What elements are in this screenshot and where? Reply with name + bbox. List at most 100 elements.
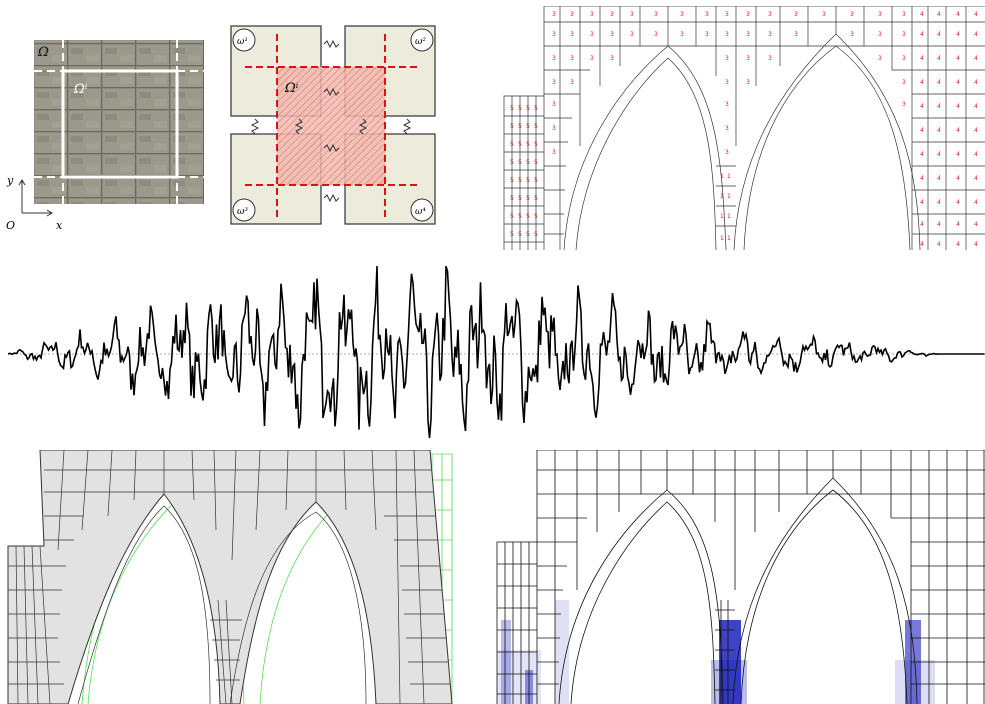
svg-text:3: 3: [705, 31, 709, 38]
svg-text:5: 5: [534, 123, 538, 130]
rve-hatched-region: [277, 67, 385, 185]
corner-circles: [232, 28, 434, 222]
svg-text:4: 4: [974, 127, 978, 134]
svg-text:3: 3: [630, 11, 634, 18]
svg-text:3: 3: [654, 31, 658, 38]
svg-text:5: 5: [510, 195, 514, 202]
svg-text:5: 5: [534, 177, 538, 184]
svg-text:4: 4: [920, 199, 924, 206]
svg-text:5: 5: [534, 141, 538, 148]
svg-text:4: 4: [974, 151, 978, 158]
svg-text:4: 4: [956, 11, 960, 18]
rve-box: [61, 69, 179, 179]
omega-label: Ω: [37, 45, 49, 60]
svg-text:5: 5: [526, 231, 530, 238]
svg-text:4: 4: [974, 31, 978, 38]
svg-text:3: 3: [902, 31, 906, 38]
svg-text:4: 4: [920, 103, 924, 110]
svg-text:5: 5: [526, 177, 530, 184]
svg-text:3: 3: [725, 31, 729, 38]
svg-text:5: 5: [518, 141, 522, 148]
svg-text:3: 3: [902, 101, 906, 108]
mesh-verticals: [560, 6, 966, 250]
svg-text:5: 5: [518, 231, 522, 238]
svg-text:4: 4: [937, 151, 941, 158]
svg-text:4: 4: [974, 199, 978, 206]
svg-text:4: 4: [937, 221, 941, 228]
svg-text:3: 3: [725, 79, 729, 86]
svg-text:4: 4: [937, 199, 941, 206]
corner-label-4: ω⁴: [415, 207, 426, 217]
svg-text:3: 3: [610, 11, 614, 18]
seismic-signal-panel: [8, 262, 985, 442]
svg-text:3: 3: [552, 149, 556, 156]
svg-text:3: 3: [552, 101, 556, 108]
svg-text:3: 3: [902, 79, 906, 86]
deformed-mesh-lines: [8, 450, 450, 704]
svg-text:3: 3: [725, 125, 729, 132]
svg-text:4: 4: [974, 241, 978, 248]
svg-text:4: 4: [920, 241, 924, 248]
svg-text:3: 3: [768, 55, 772, 62]
omega-i-label: Ωⁱ: [73, 82, 88, 97]
svg-text:4: 4: [937, 175, 941, 182]
coordinate-axes: [18, 179, 53, 217]
svg-text:5: 5: [534, 195, 538, 202]
damage-map-svg: [495, 450, 985, 704]
svg-text:4: 4: [937, 127, 941, 134]
svg-text:4: 4: [937, 241, 941, 248]
svg-text:3: 3: [570, 31, 574, 38]
svg-text:5: 5: [526, 159, 530, 166]
svg-text:3: 3: [552, 31, 556, 38]
svg-text:3: 3: [725, 11, 729, 18]
block-spring-svg: ω¹ ω² ω³ ω⁴ Ωⁱ: [230, 25, 436, 225]
svg-text:1: 1: [727, 235, 731, 242]
svg-text:3: 3: [705, 11, 709, 18]
svg-text:3: 3: [768, 31, 772, 38]
svg-text:1: 1: [727, 173, 731, 180]
svg-text:3: 3: [680, 31, 684, 38]
svg-text:1: 1: [720, 213, 724, 220]
svg-text:5: 5: [518, 105, 522, 112]
svg-text:3: 3: [746, 31, 750, 38]
svg-text:5: 5: [510, 213, 514, 220]
svg-text:5: 5: [526, 195, 530, 202]
damage-zones: [497, 600, 935, 704]
svg-text:5: 5: [526, 141, 530, 148]
svg-text:3: 3: [552, 125, 556, 132]
svg-text:3: 3: [850, 31, 854, 38]
svg-text:4: 4: [974, 55, 978, 62]
svg-text:4: 4: [920, 79, 924, 86]
svg-text:4: 4: [920, 55, 924, 62]
masonry-photo-panel: Ω Ωⁱ y x O: [0, 0, 215, 240]
mesh-horizontals-right: [544, 94, 985, 234]
red-dashed-lines: [245, 34, 421, 218]
svg-text:3: 3: [610, 31, 614, 38]
svg-text:4: 4: [920, 31, 924, 38]
svg-text:3: 3: [552, 79, 556, 86]
corner-label-2: ω²: [415, 37, 426, 47]
svg-text:1: 1: [720, 193, 724, 200]
svg-text:5: 5: [510, 141, 514, 148]
svg-text:3: 3: [610, 55, 614, 62]
svg-text:4: 4: [937, 55, 941, 62]
svg-text:4: 4: [974, 11, 978, 18]
svg-text:3: 3: [878, 31, 882, 38]
svg-text:3: 3: [590, 11, 594, 18]
svg-text:1: 1: [720, 173, 724, 180]
svg-text:4: 4: [956, 221, 960, 228]
block-spring-panel: ω¹ ω² ω³ ω⁴ Ωⁱ: [225, 20, 450, 240]
svg-text:3: 3: [746, 11, 750, 18]
seismic-signal-svg: [8, 265, 985, 439]
svg-text:3: 3: [725, 101, 729, 108]
svg-text:4: 4: [937, 11, 941, 18]
origin-label: O: [6, 219, 15, 232]
svg-text:5: 5: [526, 105, 530, 112]
svg-text:5: 5: [518, 123, 522, 130]
svg-text:4: 4: [956, 127, 960, 134]
svg-text:5: 5: [510, 231, 514, 238]
svg-text:3: 3: [590, 31, 594, 38]
deformed-mesh-svg: [7, 450, 453, 704]
